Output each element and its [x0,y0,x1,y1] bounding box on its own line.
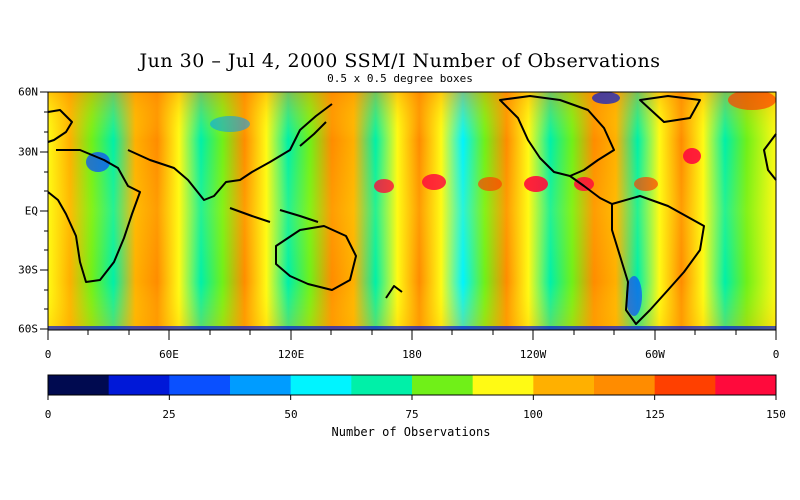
colorbar-tick-75: 75 [405,408,419,421]
lon-label-120e: 120E [277,348,305,361]
australia-coast [275,225,357,291]
colorbar-segment [715,375,777,395]
colorbar-segment [108,375,170,395]
colorbar-segment [533,375,595,395]
colorbar-tick-0: 0 [44,408,52,421]
lon-label-180: 180 [402,348,422,361]
lat-label-60s: 60S [18,322,38,336]
lon-label-60w: 60W [645,348,665,361]
lat-label-eq: EQ [24,204,38,218]
lat-label-30n: 30N [18,145,38,159]
lon-label-0-east: 0 [772,348,780,361]
lat-label-30s: 30S [18,263,38,277]
colorbar-frame [47,374,777,396]
lat-label-60n: 60N [18,85,38,99]
lat-ticks [40,91,48,330]
colorbar-segment [654,375,716,395]
colorbar-segment [169,375,231,395]
colorbar-tick-125: 125 [645,408,665,421]
colorbar-tick-150: 150 [766,408,786,421]
colorbar-title: Number of Observations [331,425,491,439]
africa-coast [47,149,141,283]
colorbar-tick-100: 100 [523,408,543,421]
colorbar-tick-25: 25 [162,408,176,421]
lon-label-0-west: 0 [44,348,52,361]
colorbar-segment [594,375,656,395]
colorbar-segment [472,375,534,395]
colorbar-segment [48,375,110,395]
lon-ticks [47,330,777,340]
indonesia-coast [229,207,271,223]
observation-field [48,92,776,330]
new-guinea-coast [279,209,319,223]
colorbar-segment [230,375,292,395]
colorbar-tick-50: 50 [284,408,298,421]
japan-coast [299,121,327,147]
map-subtitle: 0.5 x 0.5 degree boxes [327,72,473,85]
colorbar-segment [412,375,474,395]
greenland-coast [639,95,701,123]
europe-coast [47,109,73,143]
map-title: Jun 30 – Jul 4, 2000 SSM/I Number of Obs… [139,50,661,72]
central-america-coast [569,175,613,205]
africa-west-coast [763,133,777,181]
colorbar-segment [351,375,413,395]
colorbar-segment [290,375,352,395]
new-zealand-coast [385,285,403,299]
north-america-coast [499,95,615,177]
colorbar [47,375,777,400]
coastlines [47,95,777,325]
lon-label-60e: 60E [159,348,179,361]
asia-coast [127,103,333,201]
south-america-coast [611,195,705,325]
lon-label-120w: 120W [519,348,547,361]
